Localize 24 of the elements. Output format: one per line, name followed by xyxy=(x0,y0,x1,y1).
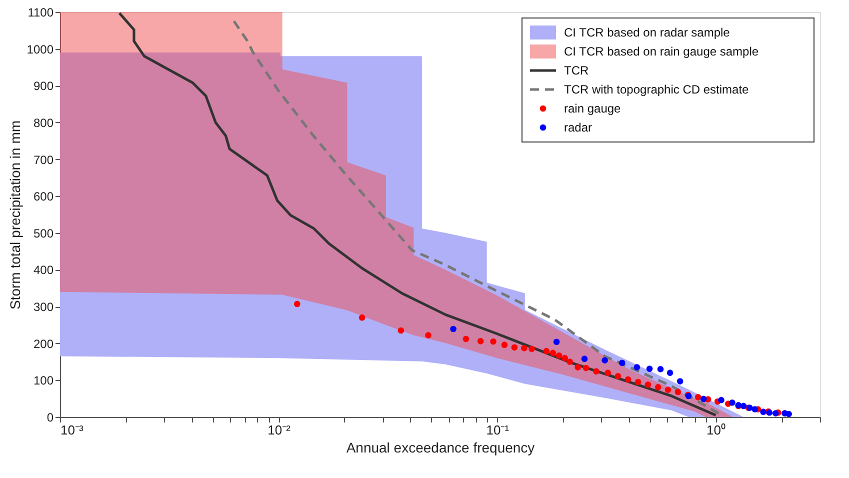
x-tick-label: 10⁻² xyxy=(268,422,292,438)
y-tick-label: 0 xyxy=(46,410,54,424)
y-tick-label: 800 xyxy=(33,116,54,130)
y-tick-label: 1000 xyxy=(26,42,54,56)
x-tick-label: 10⁻¹ xyxy=(486,422,510,438)
y-tick-label: 100 xyxy=(33,374,54,388)
x-axis-title: Annual exceedance frequency xyxy=(346,440,535,456)
y-axis-title: Storm total precipitation in mm xyxy=(6,120,23,310)
legend-label: CI TCR based on radar sample xyxy=(564,26,730,40)
y-tick-label: 300 xyxy=(33,300,54,314)
y-tick-label: 700 xyxy=(33,152,54,167)
x-tick-label: 10⁻³ xyxy=(60,422,84,438)
legend-label: radar xyxy=(564,120,592,134)
y-tick-label: 200 xyxy=(33,336,54,351)
x-tick-label: 10⁰ xyxy=(706,422,726,438)
y-tick-label: 600 xyxy=(33,190,54,204)
y-tick-label: 1100 xyxy=(28,6,54,20)
y-tick-label: 900 xyxy=(33,79,54,94)
legend-label: TCR with topographic CD estimate xyxy=(564,82,750,96)
y-tick-label: 500 xyxy=(33,226,54,240)
y-tick-label: 400 xyxy=(33,263,54,278)
legend-label: TCR xyxy=(564,64,589,78)
legend-label: rain gauge xyxy=(564,102,622,116)
legend-label: CI TCR based on rain gauge sample xyxy=(564,44,759,58)
